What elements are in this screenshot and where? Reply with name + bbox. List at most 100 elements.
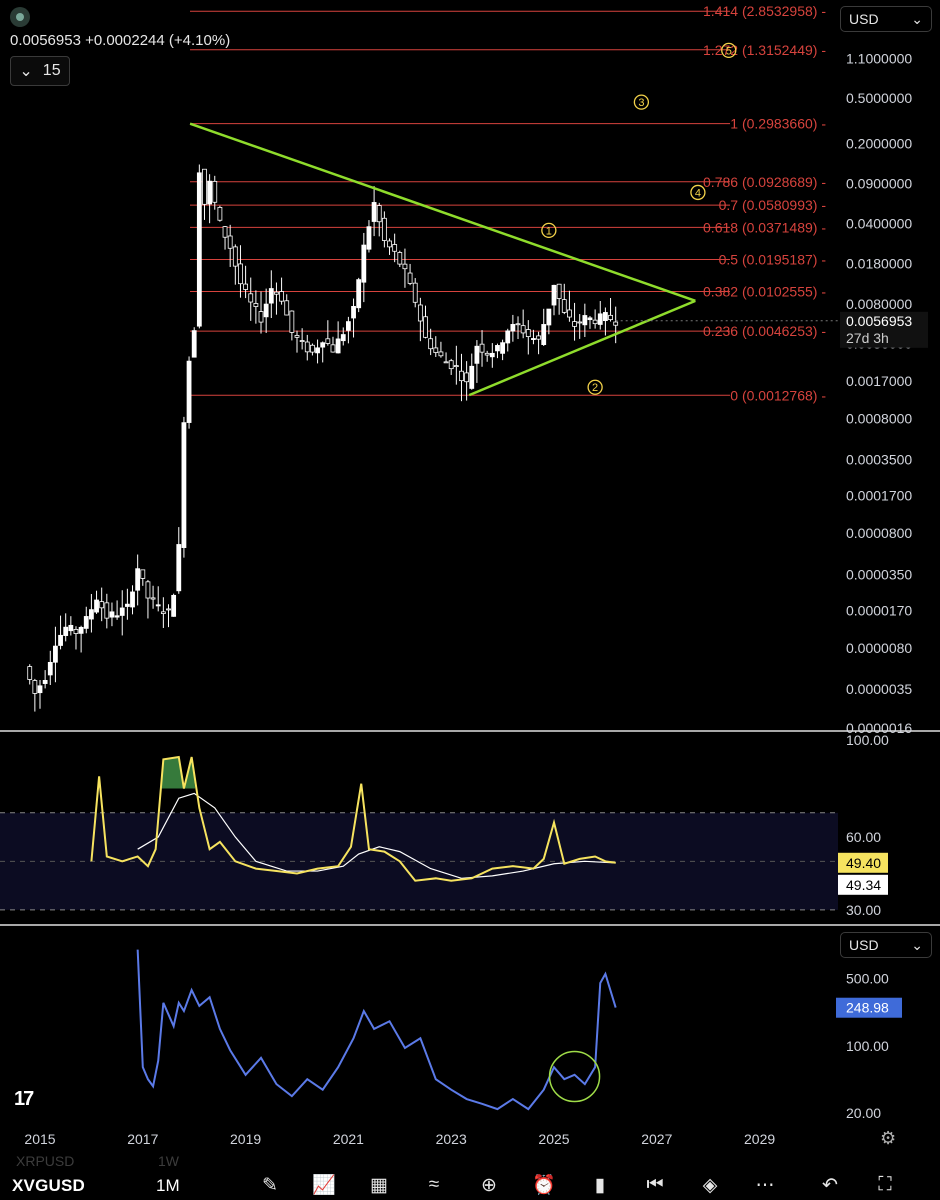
- candle-body: [330, 344, 336, 353]
- brush-icon[interactable]: ✎: [262, 1174, 278, 1196]
- candle-body: [448, 360, 454, 370]
- indicator-currency-label: USD: [849, 937, 879, 953]
- candles-icon[interactable]: ▮: [594, 1174, 606, 1196]
- settings-gear-icon[interactable]: ⚙: [880, 1128, 897, 1148]
- replay-icon[interactable]: ⏮: [646, 1174, 664, 1195]
- indicator-value-label: 248.98: [846, 1000, 889, 1016]
- candle-body: [196, 172, 202, 327]
- candle-body: [582, 315, 588, 326]
- compare-icon[interactable]: ≈: [428, 1174, 440, 1195]
- candle-body: [577, 321, 583, 324]
- rsi-tick-label: 100.00: [846, 732, 889, 748]
- candle-body: [366, 226, 372, 250]
- candle-body: [433, 347, 439, 353]
- fib-level-label: 0.618 (0.0371489) -: [703, 219, 826, 235]
- interval-toggle[interactable]: ⌄ 15: [10, 56, 70, 86]
- indicator-panel: 500.00 100.00 20.00 248.98: [136, 949, 902, 1121]
- add-icon[interactable]: ⊕: [481, 1174, 497, 1196]
- candle-body: [525, 329, 531, 337]
- layout-icon[interactable]: ▦: [370, 1174, 388, 1196]
- y-tick-label: 0.0080000: [846, 296, 912, 312]
- status-dot-icon[interactable]: [10, 7, 30, 27]
- x-tick-label: 2019: [230, 1131, 261, 1147]
- triangle-trendline: [189, 122, 696, 303]
- candle-body: [325, 338, 331, 344]
- fullscreen-icon[interactable]: ⛶: [878, 1174, 892, 1195]
- x-tick-label: 2015: [24, 1131, 55, 1147]
- candle-body: [42, 679, 48, 684]
- more-icon[interactable]: ⋯: [755, 1174, 775, 1196]
- symbol-button[interactable]: XVGUSD: [12, 1176, 85, 1195]
- x-tick-label: 2017: [127, 1131, 158, 1147]
- candle-body: [145, 581, 151, 599]
- candle-body: [392, 244, 398, 252]
- candle-body: [27, 666, 33, 680]
- candle-body: [510, 324, 516, 332]
- candle-body: [356, 279, 362, 309]
- candle-body: [248, 293, 254, 303]
- candle-body: [345, 321, 351, 331]
- undo-icon[interactable]: ↶: [822, 1174, 838, 1196]
- candle-body: [572, 321, 577, 327]
- candle-body: [212, 180, 218, 203]
- candle-body: [459, 370, 464, 382]
- wave-label-circle: [587, 379, 603, 395]
- candle-body: [546, 308, 552, 326]
- candle-body: [407, 272, 413, 284]
- candle-body: [438, 351, 444, 357]
- candle-body: [474, 345, 480, 364]
- candle-body: [114, 615, 120, 618]
- x-tick-label: 2027: [641, 1131, 672, 1147]
- candle-body: [202, 168, 207, 205]
- candle-body: [361, 244, 367, 283]
- wave-label: 3: [638, 97, 644, 109]
- candle-body: [412, 282, 418, 303]
- y-tick-label: 0.0000080: [846, 640, 912, 656]
- x-tick-label: 2029: [744, 1131, 775, 1147]
- wave-label: 1: [546, 225, 552, 237]
- wave-label-circle: [541, 222, 557, 239]
- candle-body: [73, 629, 79, 634]
- previous-symbol: XRPUSD: [16, 1153, 75, 1169]
- candle-body: [495, 345, 500, 352]
- candle-body: [279, 291, 284, 302]
- layers-icon[interactable]: ◈: [702, 1174, 718, 1196]
- candle-body: [83, 616, 89, 629]
- fib-level-label: 0 (0.0012768) -: [730, 387, 826, 403]
- candle-body: [160, 611, 166, 614]
- candle-body: [520, 325, 526, 334]
- candle-body: [238, 263, 243, 285]
- candle-body: [423, 316, 428, 338]
- candle-body: [130, 591, 135, 608]
- candle-body: [315, 347, 320, 354]
- x-tick-label: 2025: [538, 1131, 569, 1147]
- candle-body: [464, 372, 470, 383]
- indicator-currency-select[interactable]: USD ⌄: [840, 932, 932, 958]
- indicators-icon[interactable]: 📈: [312, 1175, 336, 1196]
- timeframe-button[interactable]: 1M: [156, 1176, 180, 1195]
- candle-body: [541, 324, 547, 345]
- candle-body: [243, 283, 249, 290]
- currency-select[interactable]: USD ⌄: [840, 6, 932, 32]
- rsi-tick-label: 60.00: [846, 829, 881, 845]
- alert-icon[interactable]: ⏰: [532, 1175, 556, 1196]
- indicator-value-badge: [836, 997, 902, 1018]
- candle-body: [37, 685, 43, 694]
- candle-body: [109, 611, 115, 618]
- candle-body: [484, 352, 490, 356]
- x-axis: 2015 2017 2019 2021 2023 2025 2027 2029: [24, 1131, 775, 1147]
- candle-body: [78, 626, 84, 634]
- y-tick-label: 0.0008000: [846, 411, 912, 427]
- candle-body: [140, 569, 146, 579]
- candle-body: [376, 205, 382, 223]
- candle-body: [531, 338, 536, 340]
- candle-body: [428, 338, 434, 350]
- indicator-tick-label: 100.00: [846, 1038, 889, 1054]
- x-tick-label: 2021: [333, 1131, 364, 1147]
- candle-body: [186, 360, 192, 423]
- candle-body: [561, 299, 567, 313]
- candle-body: [58, 634, 63, 646]
- y-tick-label: 0.0400000: [846, 216, 912, 232]
- candle-body: [63, 626, 69, 636]
